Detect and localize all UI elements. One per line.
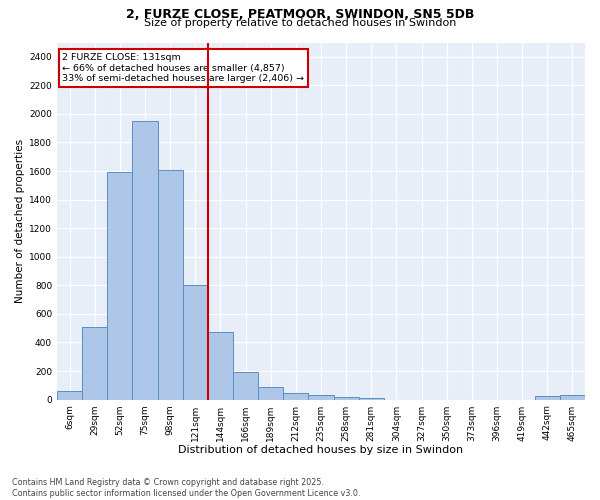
Text: 2, FURZE CLOSE, PEATMOOR, SWINDON, SN5 5DB: 2, FURZE CLOSE, PEATMOOR, SWINDON, SN5 5… bbox=[126, 8, 474, 20]
Bar bbox=[283, 393, 308, 400]
Bar bbox=[334, 398, 359, 400]
Bar bbox=[183, 286, 208, 400]
Bar bbox=[535, 396, 560, 400]
Text: 2 FURZE CLOSE: 131sqm
← 66% of detached houses are smaller (4,857)
33% of semi-d: 2 FURZE CLOSE: 131sqm ← 66% of detached … bbox=[62, 53, 304, 83]
Y-axis label: Number of detached properties: Number of detached properties bbox=[15, 139, 25, 303]
Bar bbox=[233, 372, 258, 400]
Bar bbox=[359, 398, 384, 400]
Bar bbox=[158, 170, 183, 400]
X-axis label: Distribution of detached houses by size in Swindon: Distribution of detached houses by size … bbox=[178, 445, 464, 455]
Bar bbox=[308, 396, 334, 400]
Bar bbox=[57, 391, 82, 400]
Text: Contains HM Land Registry data © Crown copyright and database right 2025.
Contai: Contains HM Land Registry data © Crown c… bbox=[12, 478, 361, 498]
Bar bbox=[560, 396, 585, 400]
Text: Size of property relative to detached houses in Swindon: Size of property relative to detached ho… bbox=[144, 18, 456, 28]
Bar bbox=[82, 326, 107, 400]
Bar bbox=[107, 172, 133, 400]
Bar bbox=[258, 386, 283, 400]
Bar bbox=[208, 332, 233, 400]
Bar bbox=[133, 121, 158, 400]
